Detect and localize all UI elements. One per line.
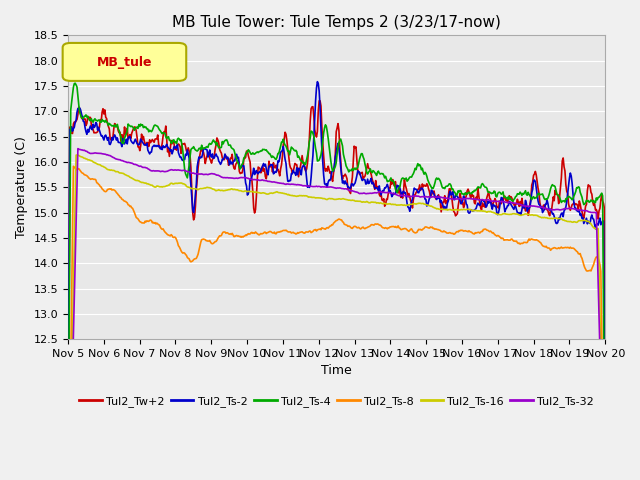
Tul2_Tw+2 — [159, 133, 167, 139]
Tul2_Ts-4 — [424, 177, 431, 183]
Tul2_Ts-2 — [307, 174, 315, 180]
Tul2_Ts-32 — [381, 190, 389, 195]
Legend: Tul2_Tw+2, Tul2_Ts-2, Tul2_Ts-4, Tul2_Ts-8, Tul2_Ts-16, Tul2_Ts-32: Tul2_Tw+2, Tul2_Ts-2, Tul2_Ts-4, Tul2_Ts… — [75, 392, 598, 412]
Tul2_Ts-32 — [424, 194, 431, 200]
Tul2_Tw+2 — [470, 192, 477, 198]
Tul2_Ts-8 — [381, 225, 389, 230]
Tul2_Tw+2 — [602, 398, 609, 404]
Tul2_Ts-32 — [74, 146, 82, 152]
Line: Tul2_Ts-4: Tul2_Ts-4 — [68, 83, 605, 480]
FancyBboxPatch shape — [63, 43, 186, 81]
Tul2_Ts-16 — [470, 207, 477, 213]
Line: Tul2_Tw+2: Tul2_Tw+2 — [68, 101, 605, 480]
Tul2_Ts-16 — [73, 152, 81, 158]
Tul2_Tw+2 — [424, 182, 431, 188]
Tul2_Ts-32 — [204, 171, 211, 177]
Tul2_Ts-8 — [308, 229, 316, 235]
Line: Tul2_Ts-32: Tul2_Ts-32 — [68, 149, 605, 480]
Tul2_Ts-32 — [308, 183, 316, 189]
Line: Tul2_Ts-8: Tul2_Ts-8 — [68, 166, 605, 480]
Tul2_Tw+2 — [381, 202, 389, 207]
Tul2_Ts-4 — [470, 189, 477, 195]
Tul2_Ts-8 — [204, 238, 211, 244]
Tul2_Ts-8 — [424, 225, 431, 230]
X-axis label: Time: Time — [321, 364, 352, 377]
Tul2_Ts-4 — [308, 129, 316, 134]
Tul2_Ts-8 — [470, 231, 477, 237]
Tul2_Ts-2 — [314, 79, 321, 84]
Line: Tul2_Ts-2: Tul2_Ts-2 — [68, 82, 605, 480]
Tul2_Ts-4 — [204, 144, 211, 149]
Tul2_Ts-4 — [160, 130, 168, 136]
Tul2_Ts-2 — [381, 185, 389, 191]
Tul2_Ts-16 — [381, 201, 389, 206]
Tul2_Ts-8 — [160, 228, 168, 233]
Y-axis label: Temperature (C): Temperature (C) — [15, 136, 28, 238]
Tul2_Tw+2 — [307, 106, 315, 112]
Tul2_Tw+2 — [202, 156, 210, 162]
Tul2_Ts-16 — [204, 184, 211, 190]
Tul2_Ts-32 — [160, 168, 168, 174]
Tul2_Ts-2 — [424, 202, 431, 208]
Tul2_Ts-2 — [159, 143, 167, 149]
Tul2_Tw+2 — [316, 98, 323, 104]
Tul2_Ts-16 — [424, 202, 431, 208]
Tul2_Ts-32 — [470, 196, 477, 202]
Text: MB_tule: MB_tule — [97, 56, 152, 69]
Tul2_Ts-4 — [381, 173, 389, 179]
Tul2_Ts-16 — [160, 184, 168, 190]
Tul2_Ts-2 — [64, 463, 72, 468]
Tul2_Ts-4 — [72, 80, 79, 86]
Title: MB Tule Tower: Tule Temps 2 (3/23/17-now): MB Tule Tower: Tule Temps 2 (3/23/17-now… — [172, 15, 501, 30]
Tul2_Ts-16 — [308, 194, 316, 200]
Tul2_Ts-2 — [470, 208, 477, 214]
Tul2_Ts-2 — [202, 146, 210, 152]
Tul2_Ts-8 — [70, 163, 77, 169]
Line: Tul2_Ts-16: Tul2_Ts-16 — [68, 155, 605, 480]
